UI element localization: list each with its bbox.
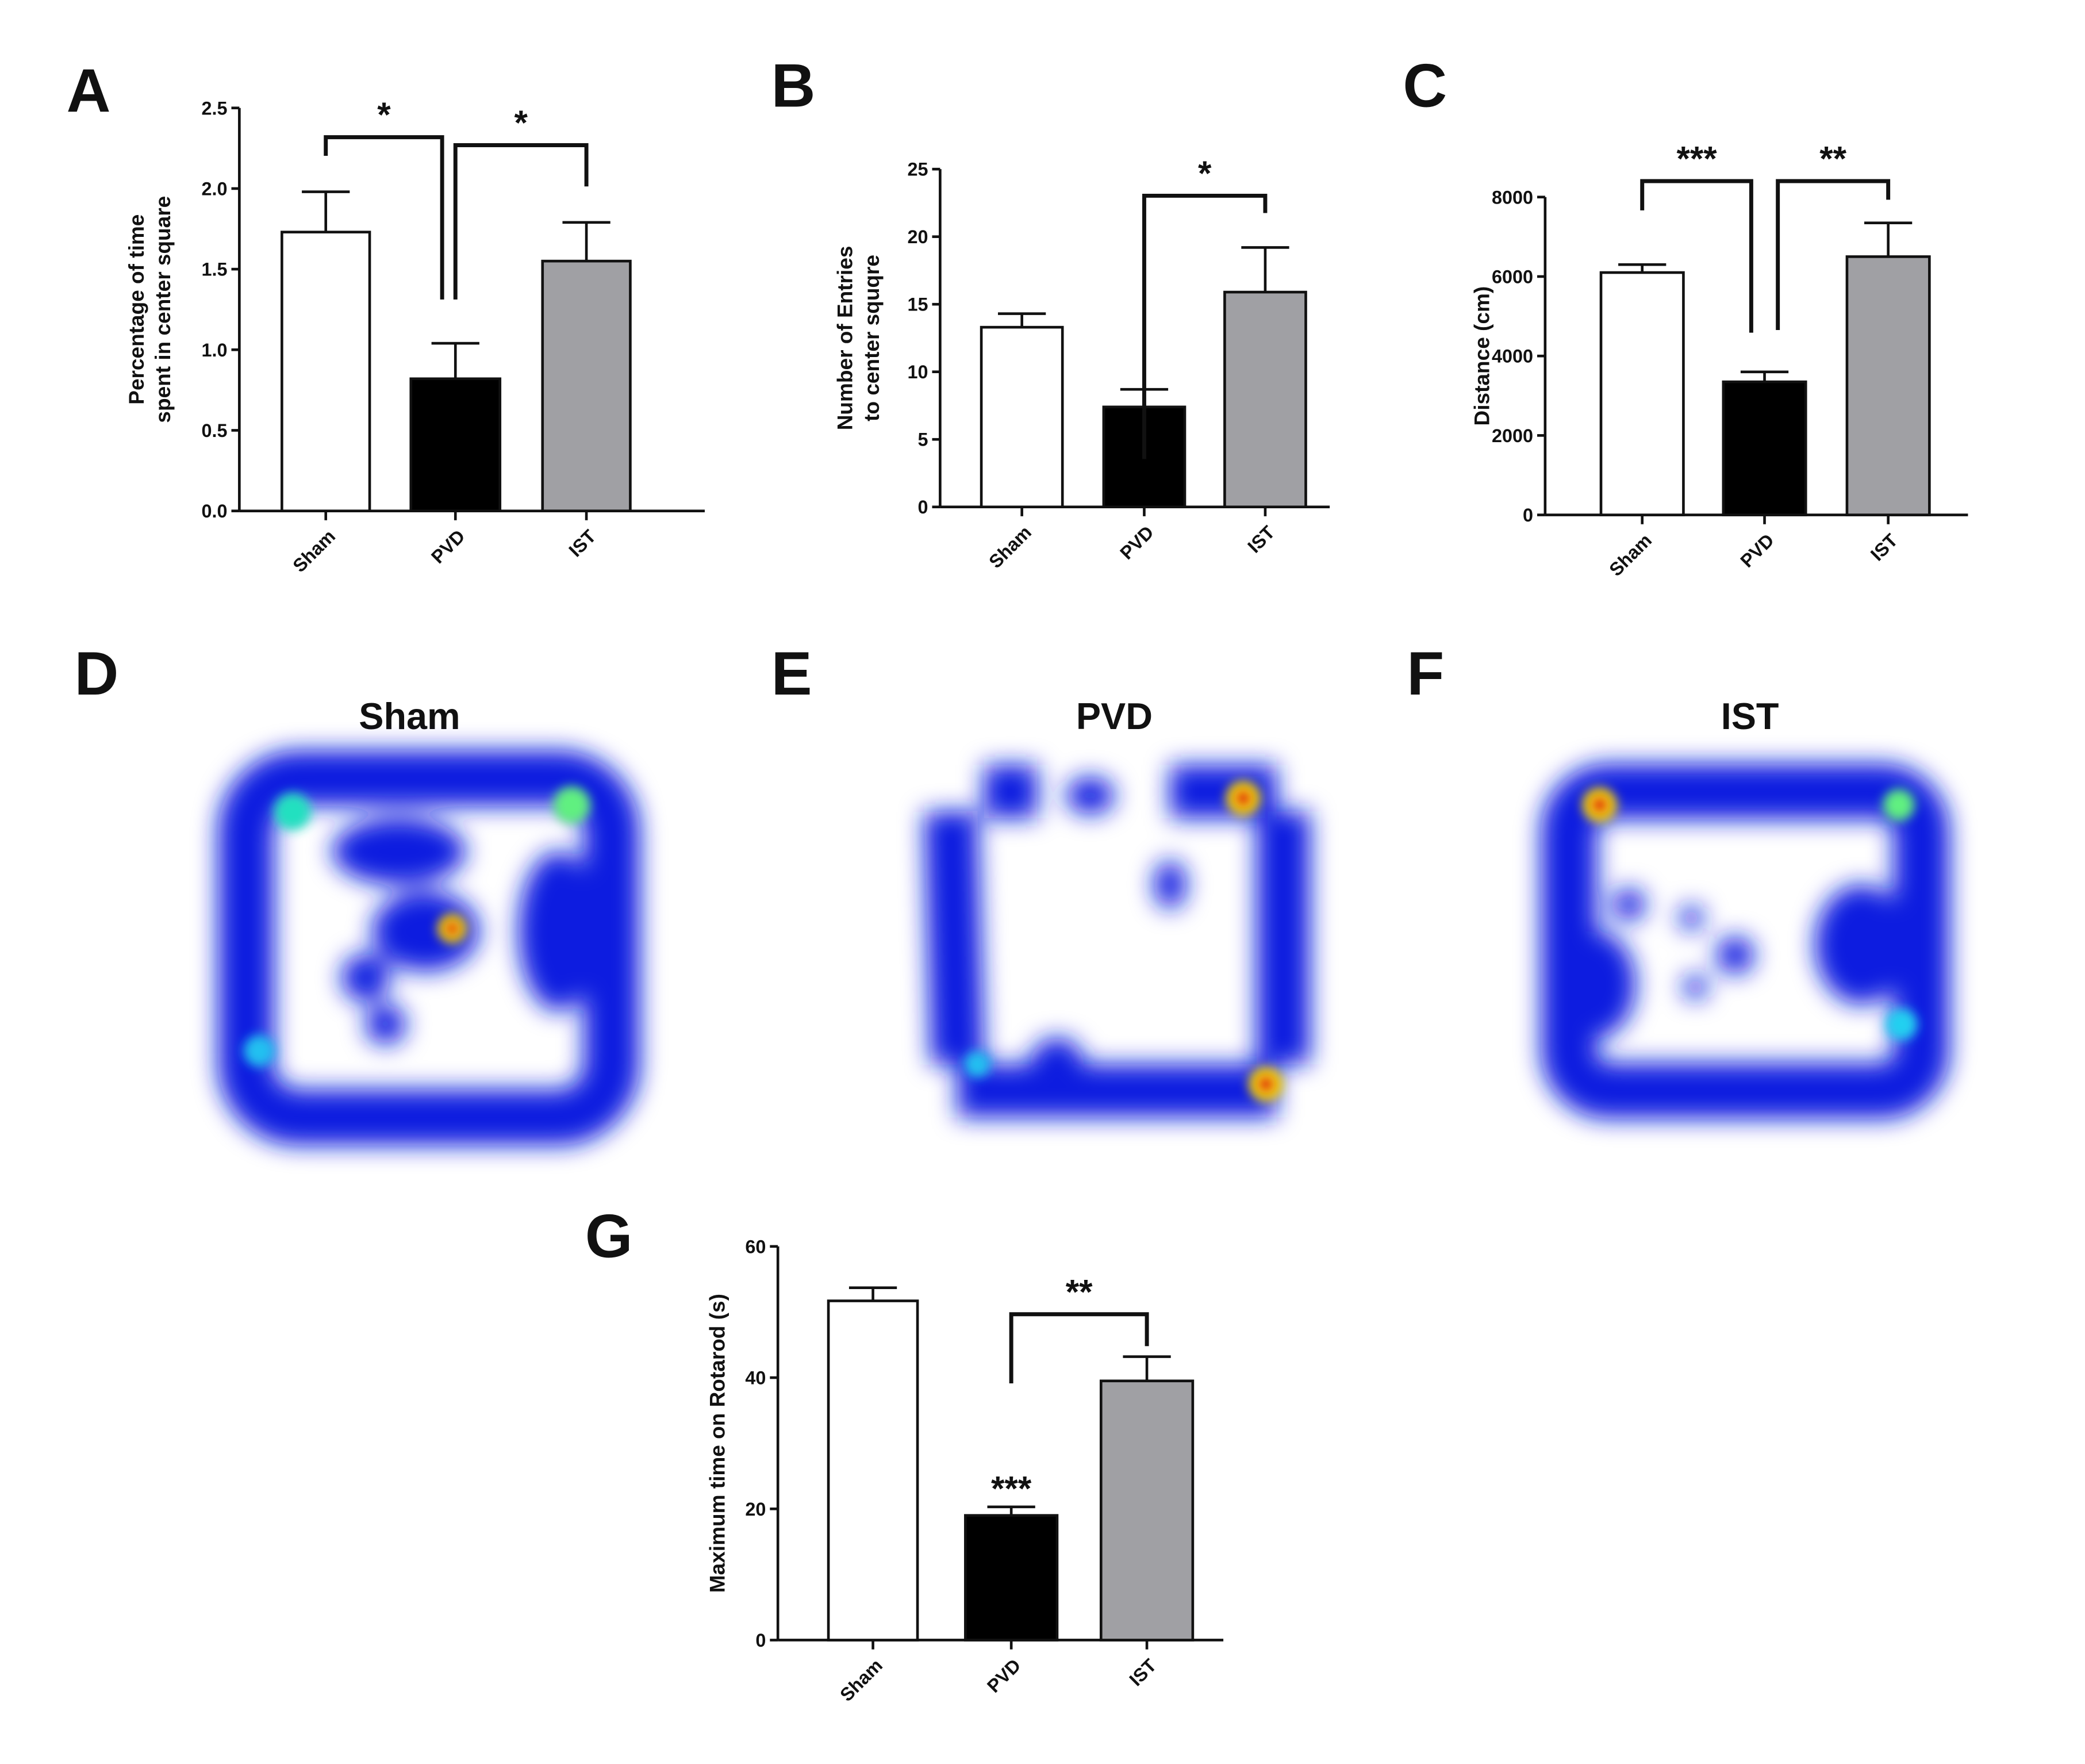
y-tick-label: 0 <box>755 1630 766 1651</box>
bar-pvd <box>964 1514 1059 1642</box>
y-axis-label-line: Distance (cm) <box>1470 286 1494 426</box>
x-tick-label: PVD <box>427 526 469 567</box>
bar-pvd <box>1722 380 1807 516</box>
chart-g: 0 20 40 60 Maximum time on Rotarod (s) Sham PV… <box>705 1236 1224 1705</box>
y-tick-label: 2.5 <box>202 98 228 118</box>
significance-stars: *** <box>991 1469 1032 1508</box>
panel-label-d: D <box>75 639 119 708</box>
significance-stars: ** <box>1066 1272 1093 1311</box>
y-axis-label: Maximum time on Rotarod (s) <box>705 1294 729 1593</box>
y-axis-label: Percentage of time spent in center square <box>124 196 175 423</box>
panel-label-c: C <box>1403 51 1447 120</box>
significance-bracket <box>324 135 444 300</box>
x-tick-label: IST <box>1125 1655 1160 1690</box>
significance-stars: * <box>514 103 528 142</box>
y-tick-label: 0 <box>918 497 928 517</box>
y-tick-label: 0 <box>1523 505 1533 526</box>
significance-bracket <box>1640 179 1753 333</box>
significance-bracket <box>1776 179 1891 331</box>
bar-ist <box>1845 255 1931 516</box>
y-axis-label-line: Maximum time on Rotarod (s) <box>705 1294 729 1593</box>
significance-stars: ** <box>1819 139 1846 178</box>
x-tick-label: IST <box>565 526 600 561</box>
significance-bracket <box>453 143 589 300</box>
y-tick-label: 1.5 <box>202 259 228 280</box>
y-tick-label: 2.0 <box>202 178 228 199</box>
y-tick-label: 20 <box>745 1499 766 1520</box>
bar-sham <box>980 325 1064 509</box>
panel-label-b: B <box>771 51 816 120</box>
y-axis-label-line: Number of Entries <box>833 246 857 431</box>
x-tick-label: IST <box>1867 530 1902 565</box>
chart-c: 0 2000 4000 6000 8000 Distance (cm) Sham PVD IST… <box>1470 139 1968 580</box>
x-tick-label: PVD <box>983 1655 1025 1697</box>
bar-sham <box>827 1299 919 1642</box>
heatmap-title-sham: Sham <box>359 695 460 737</box>
y-tick-label: 6000 <box>1492 267 1533 287</box>
heatmap-sham <box>218 750 640 1146</box>
significance-stars: * <box>1198 154 1212 193</box>
y-axis-label: Number of Entries to center squqre <box>833 246 884 431</box>
x-tick-label: Sham <box>1605 530 1656 580</box>
y-axis-label-line: spent in center square <box>151 196 175 423</box>
y-axis-label-line: Percentage of time <box>124 214 148 405</box>
y-axis-label: Distance (cm) <box>1470 286 1494 426</box>
y-tick-label: 0.0 <box>202 501 228 521</box>
x-tick-label: Sham <box>985 521 1035 572</box>
bar-sham <box>281 231 371 512</box>
y-tick-label: 2000 <box>1492 425 1533 446</box>
y-tick-label: 1.0 <box>202 340 228 361</box>
y-tick-label: 4000 <box>1492 346 1533 367</box>
x-tick-label: Sham <box>836 1655 886 1705</box>
panel-label-f: F <box>1407 639 1444 708</box>
bar-ist <box>1223 290 1307 509</box>
x-tick-label: IST <box>1243 521 1278 557</box>
bar-pvd <box>409 377 502 512</box>
y-tick-label: 15 <box>908 294 928 315</box>
heatmap-title-pvd: PVD <box>1076 695 1153 737</box>
bar-ist <box>1099 1379 1195 1642</box>
bar-sham <box>1599 271 1685 516</box>
heatmap-pvd <box>924 765 1310 1118</box>
heatmap-title-ist: IST <box>1721 695 1779 737</box>
heatmap-ist <box>1541 764 1950 1119</box>
y-tick-label: 5 <box>918 430 928 450</box>
significance-bracket <box>1142 193 1268 459</box>
significance-stars: *** <box>1676 139 1717 178</box>
y-tick-label: 40 <box>745 1368 766 1389</box>
y-tick-label: 10 <box>908 362 928 382</box>
panel-label-e: E <box>771 639 812 708</box>
panel-label-a: A <box>67 57 111 125</box>
significance-stars: * <box>377 95 391 134</box>
bar-ist <box>541 259 632 512</box>
y-tick-label: 25 <box>908 159 928 180</box>
x-tick-label: PVD <box>1736 530 1778 572</box>
y-axis-label-line: to center squqre <box>859 255 884 421</box>
x-tick-label: PVD <box>1116 521 1158 563</box>
y-tick-label: 8000 <box>1492 187 1533 208</box>
y-tick-label: 0.5 <box>202 420 228 441</box>
significance-bracket <box>1009 1312 1149 1384</box>
x-tick-label: Sham <box>289 526 339 576</box>
y-tick-label: 20 <box>908 227 928 247</box>
panel-label-g: G <box>585 1202 633 1270</box>
y-tick-label: 60 <box>745 1236 766 1257</box>
chart-a: 0.0 0.5 1.0 1.5 2.0 2.5 Percentage of time spen… <box>124 95 705 576</box>
chart-b: 0 5 10 15 20 25 Number of Entries to center squ… <box>833 154 1330 572</box>
